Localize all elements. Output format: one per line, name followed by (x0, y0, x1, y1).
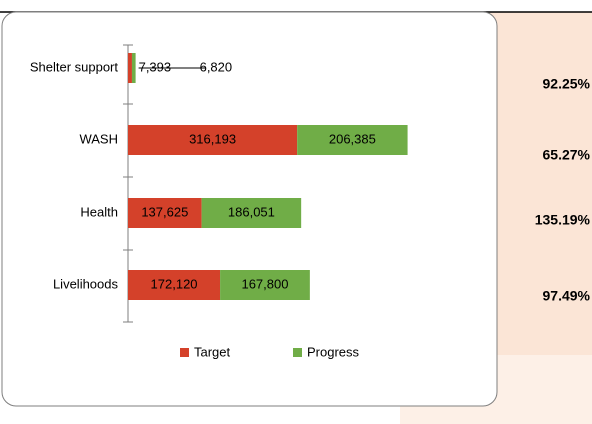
bar (128, 53, 132, 83)
y-tick-label: Health (80, 204, 118, 219)
bar (128, 125, 298, 155)
y-axis-ticks (123, 44, 133, 323)
bar (297, 125, 408, 155)
data-label: 316,193 (189, 131, 236, 146)
bar (201, 198, 302, 228)
data-label: 186,051 (228, 204, 275, 219)
y-tick-label: Livelihoods (53, 276, 119, 291)
legend-label: Target (194, 344, 231, 359)
legend-swatch (180, 348, 189, 357)
data-label: 6,820 (200, 59, 233, 74)
bar (128, 198, 202, 228)
y-tick-label: Shelter support (30, 59, 119, 74)
data-label: 172,120 (151, 276, 198, 291)
y-tick-label: WASH (79, 131, 118, 146)
percent-label: 92.25% (543, 76, 591, 92)
bar (131, 53, 136, 83)
legend-swatch (293, 348, 302, 357)
bar (220, 270, 310, 300)
data-label: 137,625 (141, 204, 188, 219)
bar (128, 270, 221, 300)
percent-label: 135.19% (535, 212, 591, 228)
data-label: 206,385 (329, 131, 376, 146)
data-label: 167,800 (241, 276, 288, 291)
percent-label: 65.27% (543, 147, 591, 163)
percent-label: 97.49% (543, 288, 591, 304)
data-label: 7,393 (139, 59, 172, 74)
legend-label: Progress (307, 344, 360, 359)
